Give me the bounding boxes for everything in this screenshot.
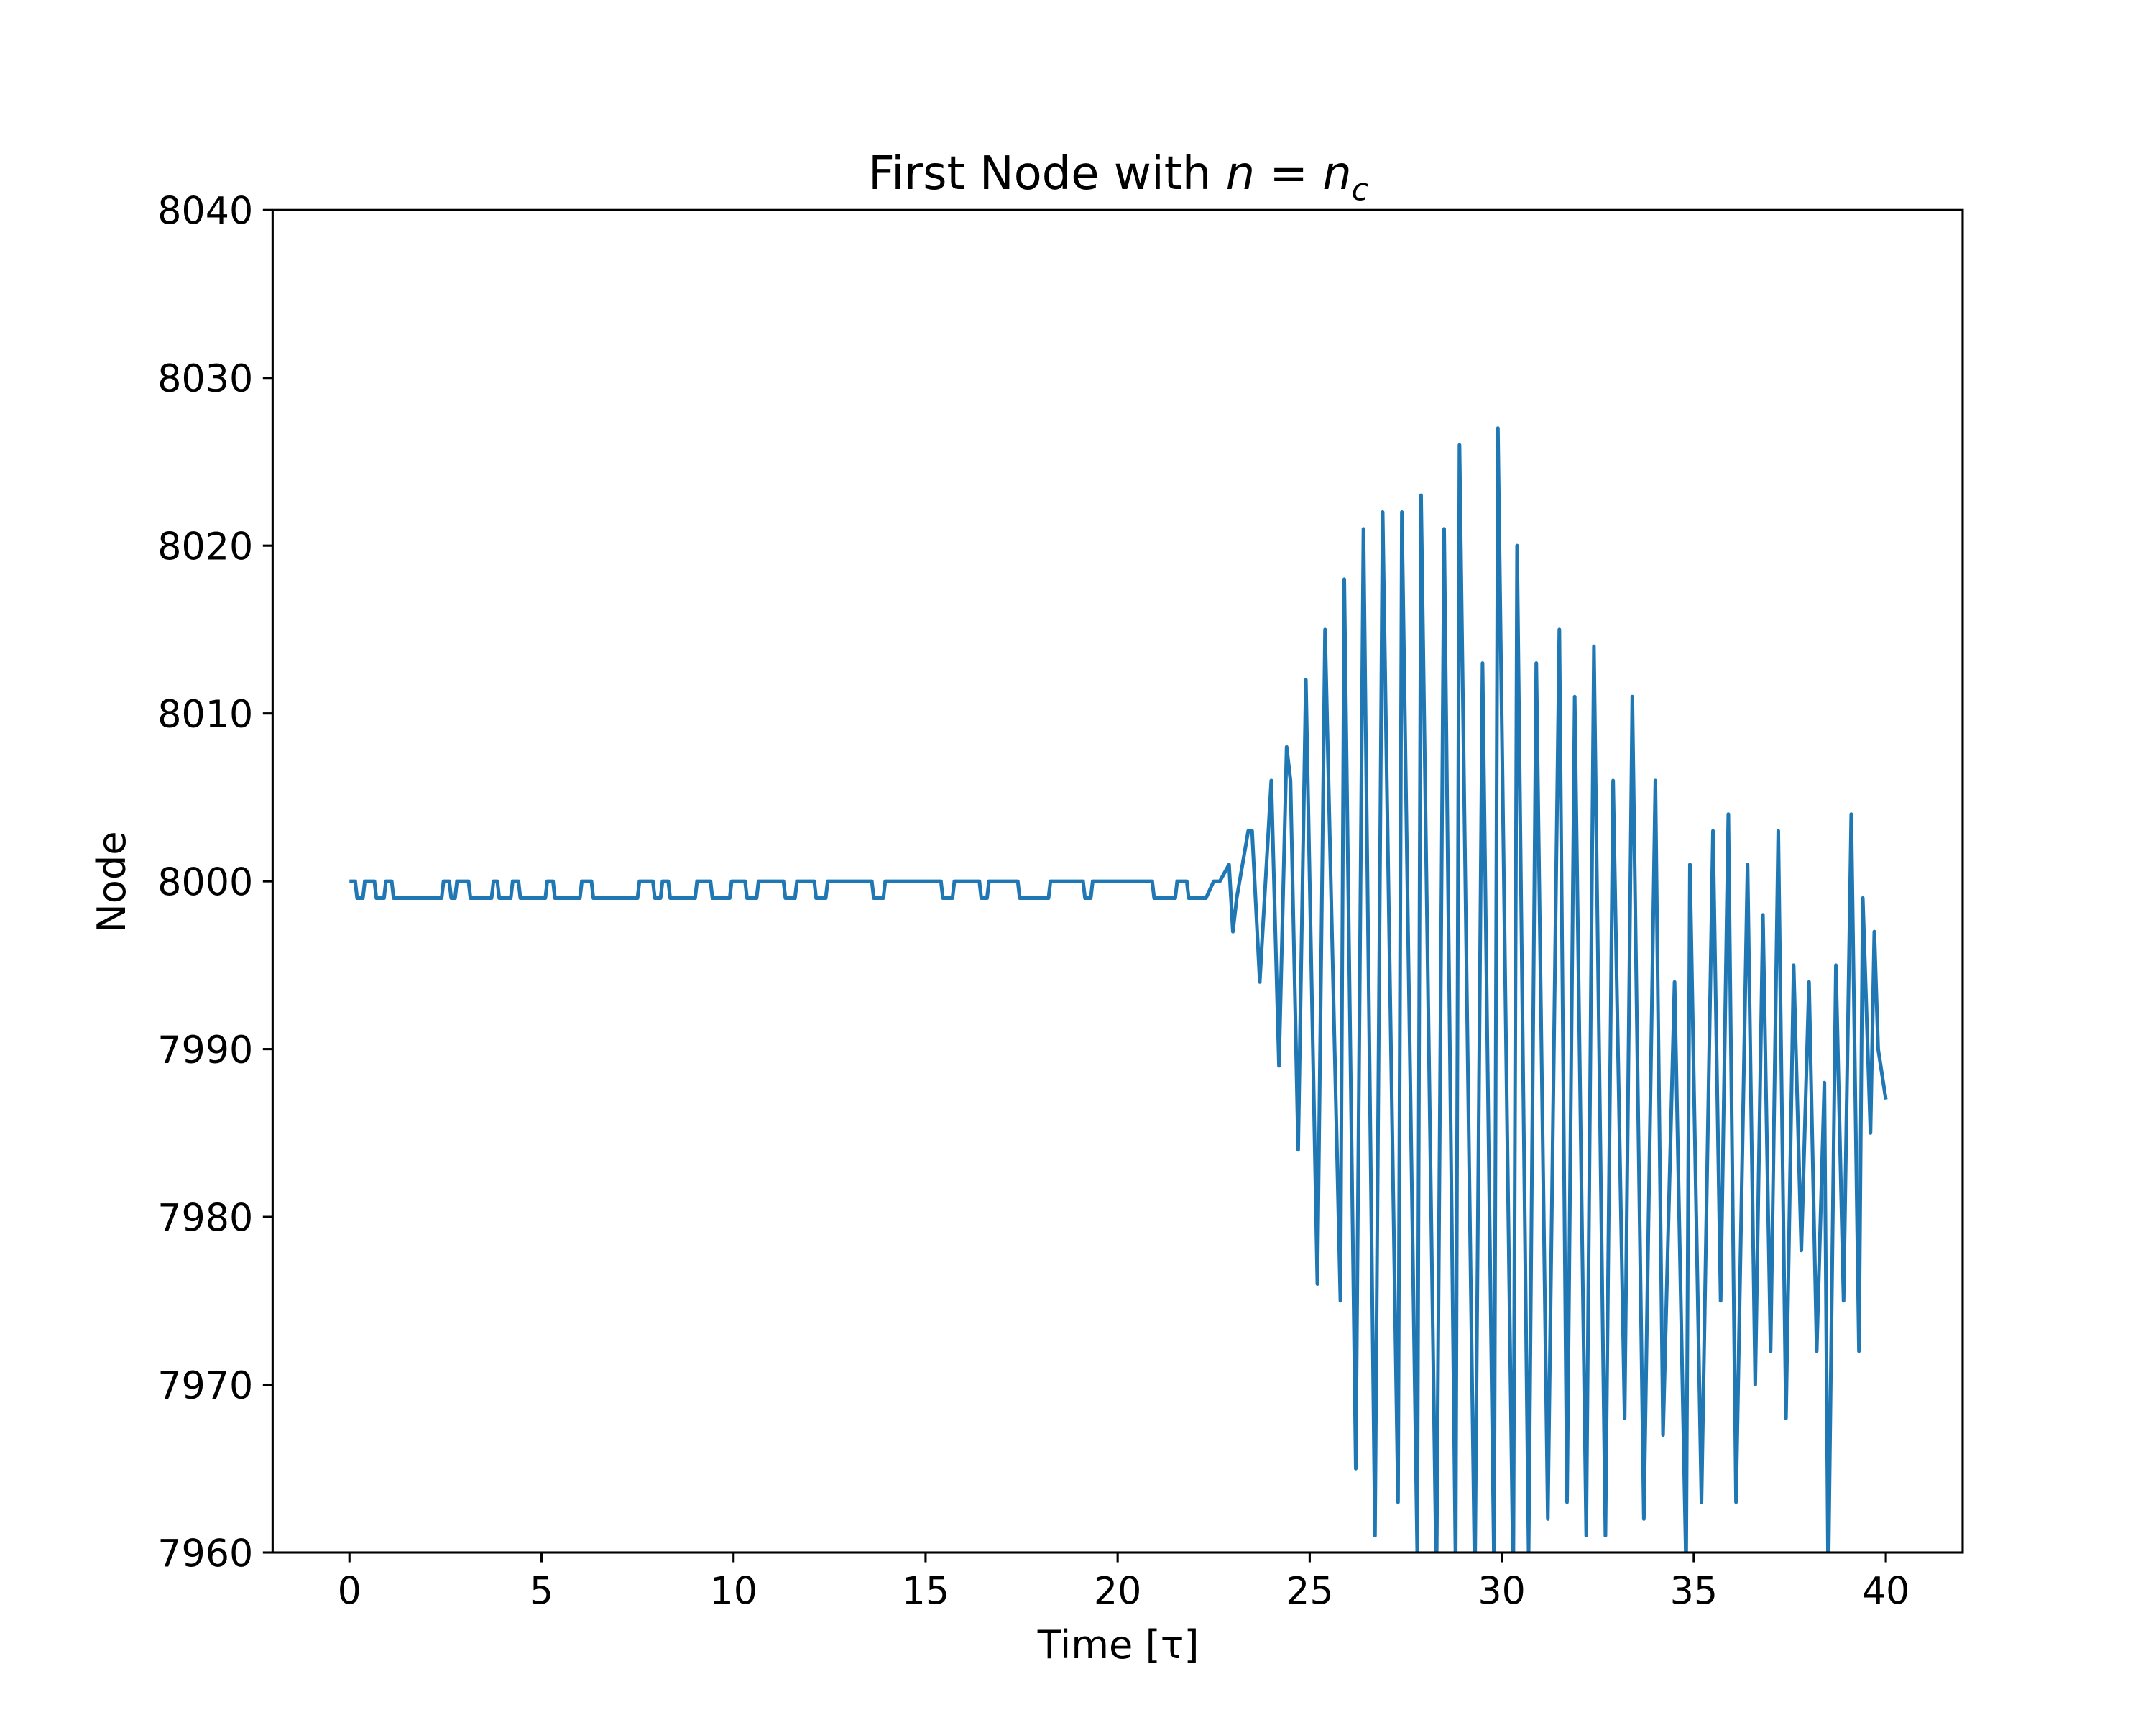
plot-frame [271, 208, 1964, 1554]
x-tick-label: 20 [1094, 1570, 1142, 1614]
y-tick-label: 7960 [157, 1532, 253, 1576]
x-tick-label: 10 [709, 1570, 757, 1614]
x-tick-label: 40 [1862, 1570, 1909, 1614]
y-tick-label: 8040 [157, 190, 253, 234]
chart-title: First Node with n = nc [868, 147, 1368, 208]
y-tick-label: 7990 [157, 1029, 253, 1072]
x-tick-label: 15 [902, 1570, 950, 1614]
x-tick-label: 5 [530, 1570, 553, 1614]
x-tick-label: 25 [1286, 1570, 1334, 1614]
x-tick-label: 35 [1670, 1570, 1718, 1614]
title-math: n [1322, 147, 1351, 201]
y-tick-label: 7980 [157, 1197, 253, 1240]
y-axis-label: Node [89, 831, 134, 932]
title-math: n [1226, 147, 1255, 201]
y-tick-label: 8030 [157, 358, 253, 401]
plot-area [349, 426, 1888, 1552]
y-tick-label: 8020 [157, 526, 253, 569]
x-tick-label: 0 [338, 1570, 361, 1614]
x-tick-label: 30 [1478, 1570, 1526, 1614]
title-math: = [1255, 147, 1322, 201]
x-axis-label: Time [τ] [1037, 1622, 1199, 1668]
y-tick-label: 8000 [157, 861, 253, 904]
data-line [349, 426, 1888, 1552]
title-text: First Node with [868, 147, 1225, 201]
y-tick-label: 7970 [157, 1365, 253, 1408]
y-tick-label: 8010 [157, 694, 253, 737]
title-math: c [1352, 172, 1368, 208]
